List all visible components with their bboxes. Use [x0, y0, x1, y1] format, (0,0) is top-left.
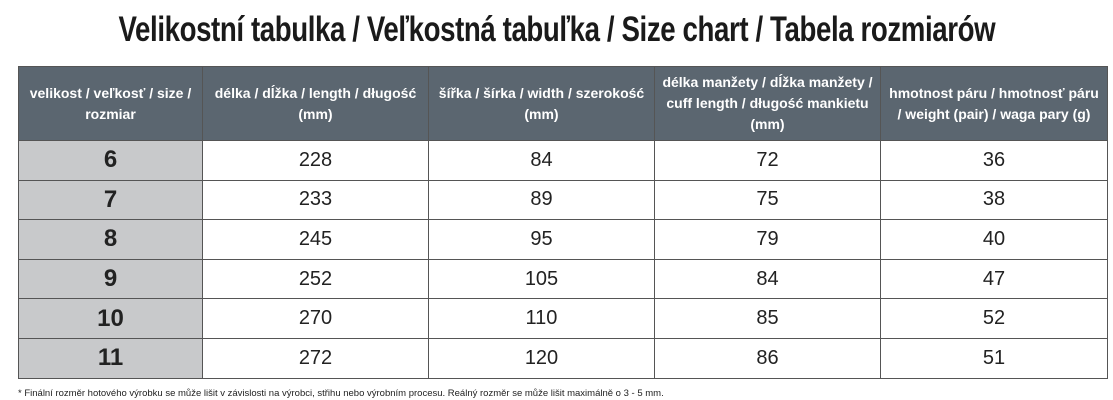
value-cell: 272: [202, 337, 429, 379]
size-table: velikost / veľkosť / size / rozmiar délka…: [18, 66, 1108, 379]
table-row: 9 252 105 84 47: [18, 258, 1108, 300]
value-cell: 228: [202, 140, 429, 181]
size-cell: 9: [18, 258, 203, 300]
value-cell: 38: [880, 179, 1108, 221]
value-cell: 40: [880, 219, 1108, 260]
value-cell: 85: [654, 298, 881, 339]
table-row: 11 272 120 86 51: [18, 337, 1108, 379]
value-cell: 89: [428, 179, 655, 221]
value-cell: 86: [654, 337, 881, 379]
table-row: 8 245 95 79 40: [18, 219, 1108, 260]
title: Velikostní tabulka / Veľkostná tabuľka /…: [118, 10, 995, 49]
table-body: 6 228 84 72 36 7 233 89 75 38 8 245 95 79 40 9 252 105 84 4…: [18, 140, 1108, 379]
value-cell: 95: [428, 219, 655, 260]
value-cell: 52: [880, 298, 1108, 339]
value-cell: 84: [654, 258, 881, 300]
value-cell: 84: [428, 140, 655, 181]
header-cell: velikost / veľkosť / size / rozmiar: [18, 66, 203, 141]
value-cell: 105: [428, 258, 655, 300]
table-row: 10 270 110 85 52: [18, 298, 1108, 339]
size-cell: 6: [18, 140, 203, 181]
table-row: 7 233 89 75 38: [18, 179, 1108, 221]
header-cell: šířka / šírka / width / szerokość (mm): [428, 66, 655, 141]
value-cell: 233: [202, 179, 429, 221]
size-cell: 11: [18, 337, 203, 379]
value-cell: 270: [202, 298, 429, 339]
value-cell: 72: [654, 140, 881, 181]
value-cell: 252: [202, 258, 429, 300]
value-cell: 79: [654, 219, 881, 260]
value-cell: 120: [428, 337, 655, 379]
header-cell: délka manžety / dĺžka manžety / cuff len…: [654, 66, 881, 141]
size-cell: 8: [18, 219, 203, 260]
table-row: 6 228 84 72 36: [18, 140, 1108, 181]
header-cell: hmotnost páru / hmotnosť páru / weight (…: [880, 66, 1108, 141]
size-cell: 7: [18, 179, 203, 221]
value-cell: 110: [428, 298, 655, 339]
size-cell: 10: [18, 298, 203, 339]
value-cell: 75: [654, 179, 881, 221]
value-cell: 47: [880, 258, 1108, 300]
value-cell: 245: [202, 219, 429, 260]
value-cell: 51: [880, 337, 1108, 379]
header-cell: délka / dĺžka / length / długość (mm): [202, 66, 429, 141]
title-container: Velikostní tabulka / Veľkostná tabuľka /…: [0, 10, 1113, 50]
value-cell: 36: [880, 140, 1108, 181]
header-row: velikost / veľkosť / size / rozmiar délka…: [18, 66, 1108, 141]
footnote: * Finální rozměr hotového výrobku se můž…: [18, 388, 664, 399]
